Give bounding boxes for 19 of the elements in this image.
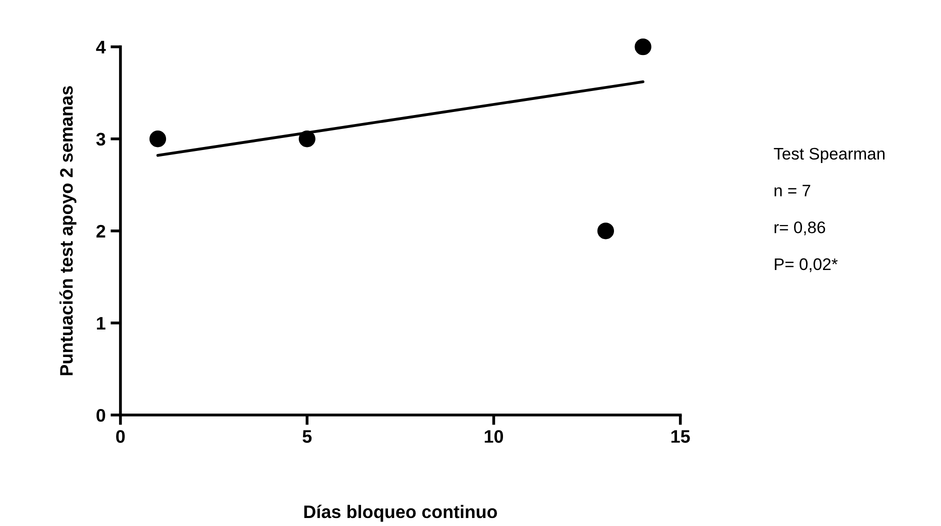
y-axis-title: Puntuación test apoyo 2 semanas [59,86,76,376]
x-tick-label: 15 [671,430,690,443]
x-tick-label: 5 [302,430,312,443]
point [597,222,614,240]
point [298,130,316,148]
text: n = 7 [774,184,810,196]
x-tick-label: 10 [484,430,504,443]
y-tick-label: 4 [96,40,106,54]
text: Test Spearman [774,148,885,163]
point [149,130,166,148]
text: P= 0,02* [774,258,838,272]
x-axis-title: Días bloqueo continuo [304,504,497,522]
x-tick-label: 0 [116,430,125,443]
point [634,38,652,56]
text: r= 0,86 [774,221,826,236]
y-tick-label: 2 [96,224,106,238]
y-tick-label: 3 [96,132,106,146]
y-tick-label: 0 [96,408,106,422]
y-tick-label: 1 [96,317,106,330]
